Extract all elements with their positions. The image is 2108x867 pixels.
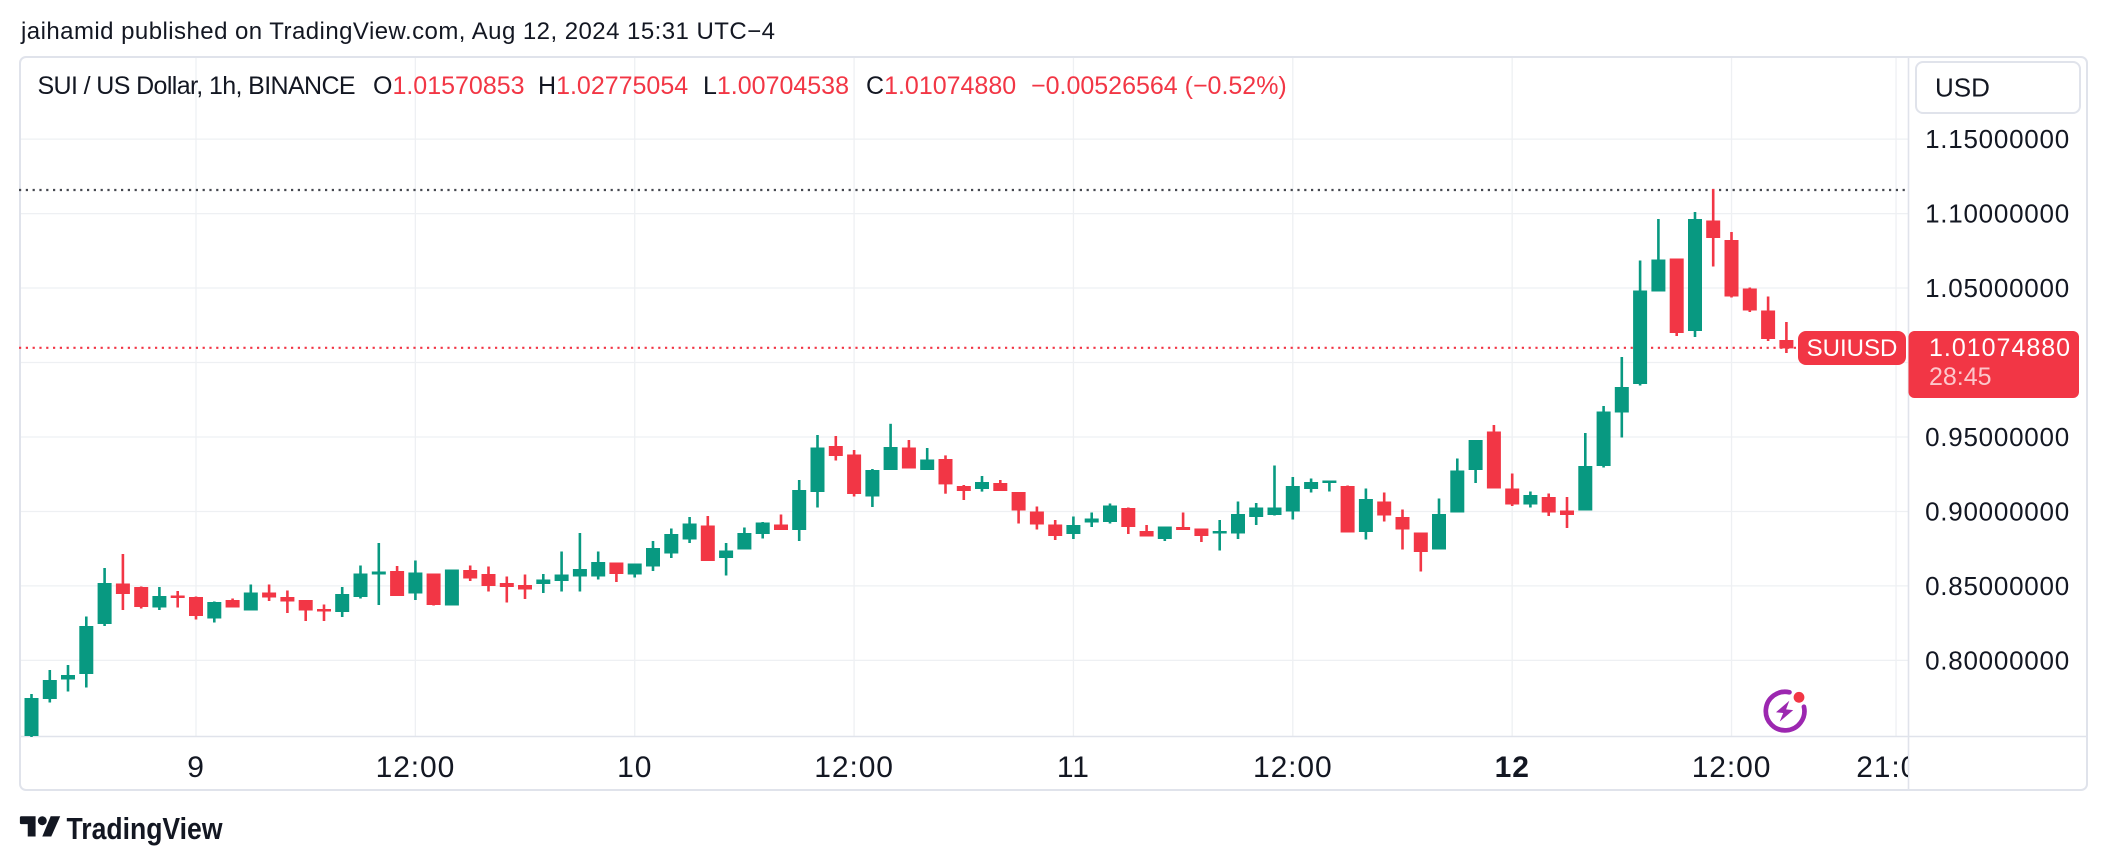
svg-text:1.15000000: 1.15000000 (1925, 124, 2070, 154)
svg-text:1.01074880: 1.01074880 (1929, 334, 2071, 362)
svg-text:C1.01074880: C1.01074880 (866, 72, 1016, 100)
svg-text:1.05000000: 1.05000000 (1925, 273, 2070, 303)
svg-text:H1.02775054: H1.02775054 (538, 72, 688, 100)
svg-text:12:00: 12:00 (376, 751, 456, 784)
svg-text:0.80000000: 0.80000000 (1925, 645, 2070, 675)
svg-text:1.10000000: 1.10000000 (1925, 199, 2070, 229)
svg-text:21:00: 21:00 (1856, 751, 1936, 784)
svg-text:12:00: 12:00 (1253, 751, 1333, 784)
svg-text:O1.01570853: O1.01570853 (373, 72, 525, 100)
svg-text:9: 9 (187, 751, 205, 784)
svg-text:TradingView: TradingView (67, 811, 224, 846)
svg-text:L1.00704538: L1.00704538 (703, 72, 849, 100)
svg-text:USD: USD (1935, 73, 1990, 103)
svg-text:28:45: 28:45 (1929, 363, 1992, 391)
svg-text:−0.00526564 (−0.52%): −0.00526564 (−0.52%) (1031, 72, 1287, 100)
svg-text:0.85000000: 0.85000000 (1925, 571, 2070, 601)
svg-text:12:00: 12:00 (1692, 751, 1772, 784)
svg-text:12:00: 12:00 (814, 751, 894, 784)
svg-text:0.95000000: 0.95000000 (1925, 422, 2070, 452)
svg-text:SUIUSD: SUIUSD (1807, 335, 1898, 362)
svg-text:10: 10 (617, 751, 652, 784)
svg-text:12: 12 (1495, 751, 1530, 784)
svg-text:jaihamid published on TradingV: jaihamid published on TradingView.com, A… (20, 18, 775, 45)
svg-text:SUI / US Dollar, 1h, BINANCE: SUI / US Dollar, 1h, BINANCE (38, 72, 355, 100)
svg-text:11: 11 (1057, 751, 1090, 784)
svg-text:0.90000000: 0.90000000 (1925, 496, 2070, 526)
